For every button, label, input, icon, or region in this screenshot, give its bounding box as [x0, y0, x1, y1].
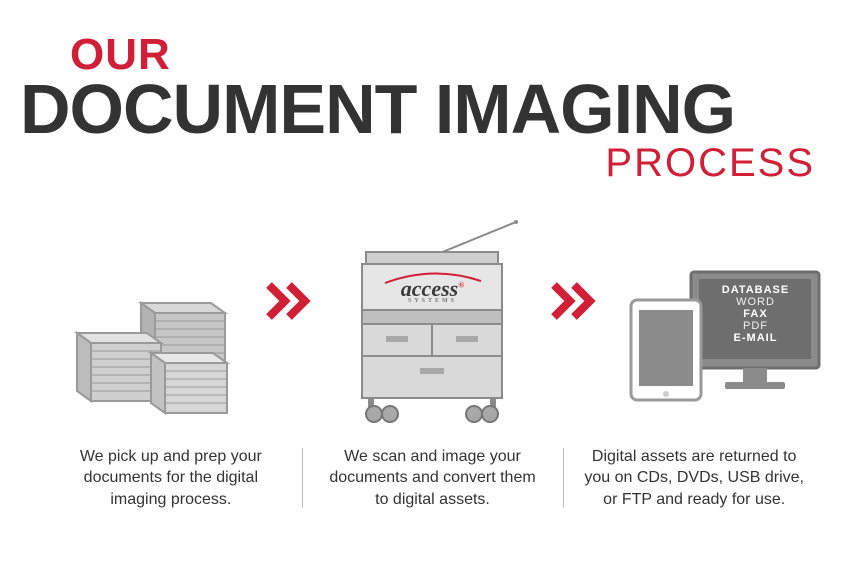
step-2-printer: access® SYSTEMS — [325, 216, 540, 426]
screen-word-4: E-MAIL — [701, 332, 811, 344]
arrow-2-icon — [550, 281, 600, 361]
caption-1: We pick up and prep your documents for t… — [40, 446, 302, 511]
devices-icon: DATABASE WORD FAX PDF E-MAIL — [613, 266, 823, 426]
screen-word-3: PDF — [701, 320, 811, 332]
heading-line2: DOCUMENT IMAGING — [20, 76, 845, 143]
captions-row: We pick up and prep your documents for t… — [0, 426, 865, 511]
screen-word-0: DATABASE — [701, 284, 811, 296]
paper-stack-icon — [63, 291, 233, 426]
diagram-row: access® SYSTEMS DATABASE — [0, 196, 865, 426]
screen-word-2: FAX — [701, 308, 811, 320]
caption-3: Digital assets are returned to you on CD… — [563, 446, 825, 511]
step-3-devices: DATABASE WORD FAX PDF E-MAIL — [610, 216, 825, 426]
printer-icon: access® SYSTEMS — [338, 216, 528, 426]
caption-2: We scan and image your documents and con… — [302, 446, 564, 511]
printer-brand: access® SYSTEMS — [338, 276, 528, 304]
arrow-1-icon — [265, 281, 315, 361]
printer-brand-sub: SYSTEMS — [338, 298, 528, 304]
screen-word-1: WORD — [701, 296, 811, 308]
heading-block: OUR DOCUMENT IMAGING PROCESS — [0, 0, 865, 196]
monitor-screen-text: DATABASE WORD FAX PDF E-MAIL — [701, 284, 811, 344]
step-1-papers — [40, 216, 255, 426]
